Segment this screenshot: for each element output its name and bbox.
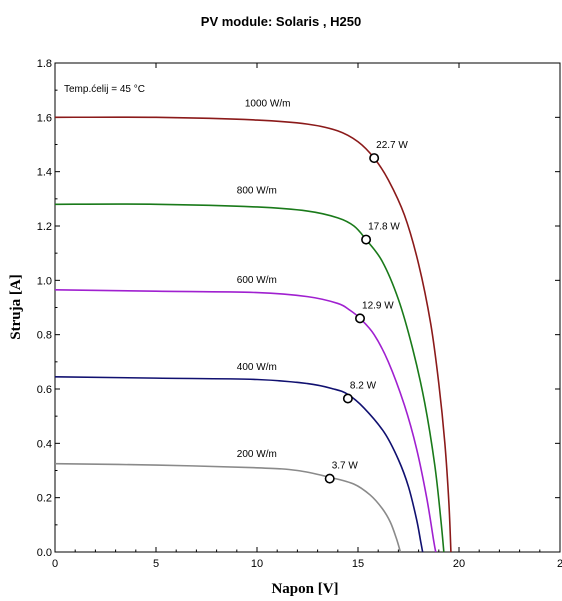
series-label: 1000 W/m bbox=[245, 98, 291, 109]
mpp-marker bbox=[342, 393, 353, 404]
y-tick-label: 1.4 bbox=[37, 167, 52, 179]
y-tick-label: 0.8 bbox=[37, 330, 52, 342]
mpp-marker bbox=[324, 473, 335, 484]
x-tick-label: 0 bbox=[52, 558, 58, 570]
x-axis: 0 5 10 15 20 2 bbox=[52, 63, 562, 570]
mpp-marker bbox=[361, 234, 372, 245]
temperature-annotation: Temp.ćelij = 45 °C bbox=[64, 84, 145, 95]
x-tick-label: 15 bbox=[352, 558, 364, 570]
series-1: 1000 W/m 22.7 W bbox=[54, 98, 452, 553]
y-tick-label: 1.6 bbox=[37, 112, 52, 124]
series-5: 200 W/m 3.7 W bbox=[54, 449, 402, 553]
mpp-power-label: 17.8 W bbox=[368, 222, 400, 233]
mpp-power-label: 12.9 W bbox=[362, 300, 394, 311]
y-axis-title: Struja [A] bbox=[8, 274, 24, 339]
y-tick-label: 0.2 bbox=[37, 493, 52, 505]
x-tick-label: 2 bbox=[557, 558, 562, 570]
y-tick-label: 0.4 bbox=[37, 438, 52, 450]
series-label: 600 W/m bbox=[237, 275, 277, 286]
mpp-power-label: 22.7 W bbox=[376, 140, 408, 151]
y-tick-label: 0.6 bbox=[37, 384, 52, 396]
series-line bbox=[54, 462, 402, 553]
series-label: 400 W/m bbox=[237, 362, 277, 373]
series-line bbox=[54, 116, 452, 553]
series-label: 200 W/m bbox=[237, 449, 277, 460]
y-tick-label: 1.2 bbox=[37, 221, 52, 233]
mpp-power-label: 8.2 W bbox=[350, 381, 377, 392]
series-layer: 1000 W/m 22.7 W 800 W/m 17.8 W 600 W/m 12.9 W… bbox=[54, 98, 452, 553]
y-tick-label: 1.0 bbox=[37, 275, 52, 287]
series-label: 800 W/m bbox=[237, 185, 277, 196]
x-tick-label: 10 bbox=[251, 558, 263, 570]
y-tick-label: 1.8 bbox=[37, 58, 52, 70]
y-axis: 0.0 0.2 0.4 0.6 0.8 1.0 1.2 1.4 1.6 1.8 bbox=[37, 58, 560, 559]
x-tick-label: 20 bbox=[453, 558, 465, 570]
series-2: 800 W/m 17.8 W bbox=[54, 185, 445, 553]
x-tick-label: 5 bbox=[153, 558, 159, 570]
mpp-marker bbox=[369, 153, 380, 164]
x-axis-title: Napon [V] bbox=[271, 581, 338, 597]
series-line bbox=[54, 375, 424, 553]
mpp-marker bbox=[355, 313, 366, 324]
chart-title: PV module: Solaris , H250 bbox=[201, 14, 361, 29]
series-4: 400 W/m 8.2 W bbox=[54, 362, 424, 553]
mpp-power-label: 3.7 W bbox=[332, 461, 359, 472]
y-tick-label: 0.0 bbox=[37, 547, 52, 559]
series-3: 600 W/m 12.9 W bbox=[54, 275, 437, 553]
